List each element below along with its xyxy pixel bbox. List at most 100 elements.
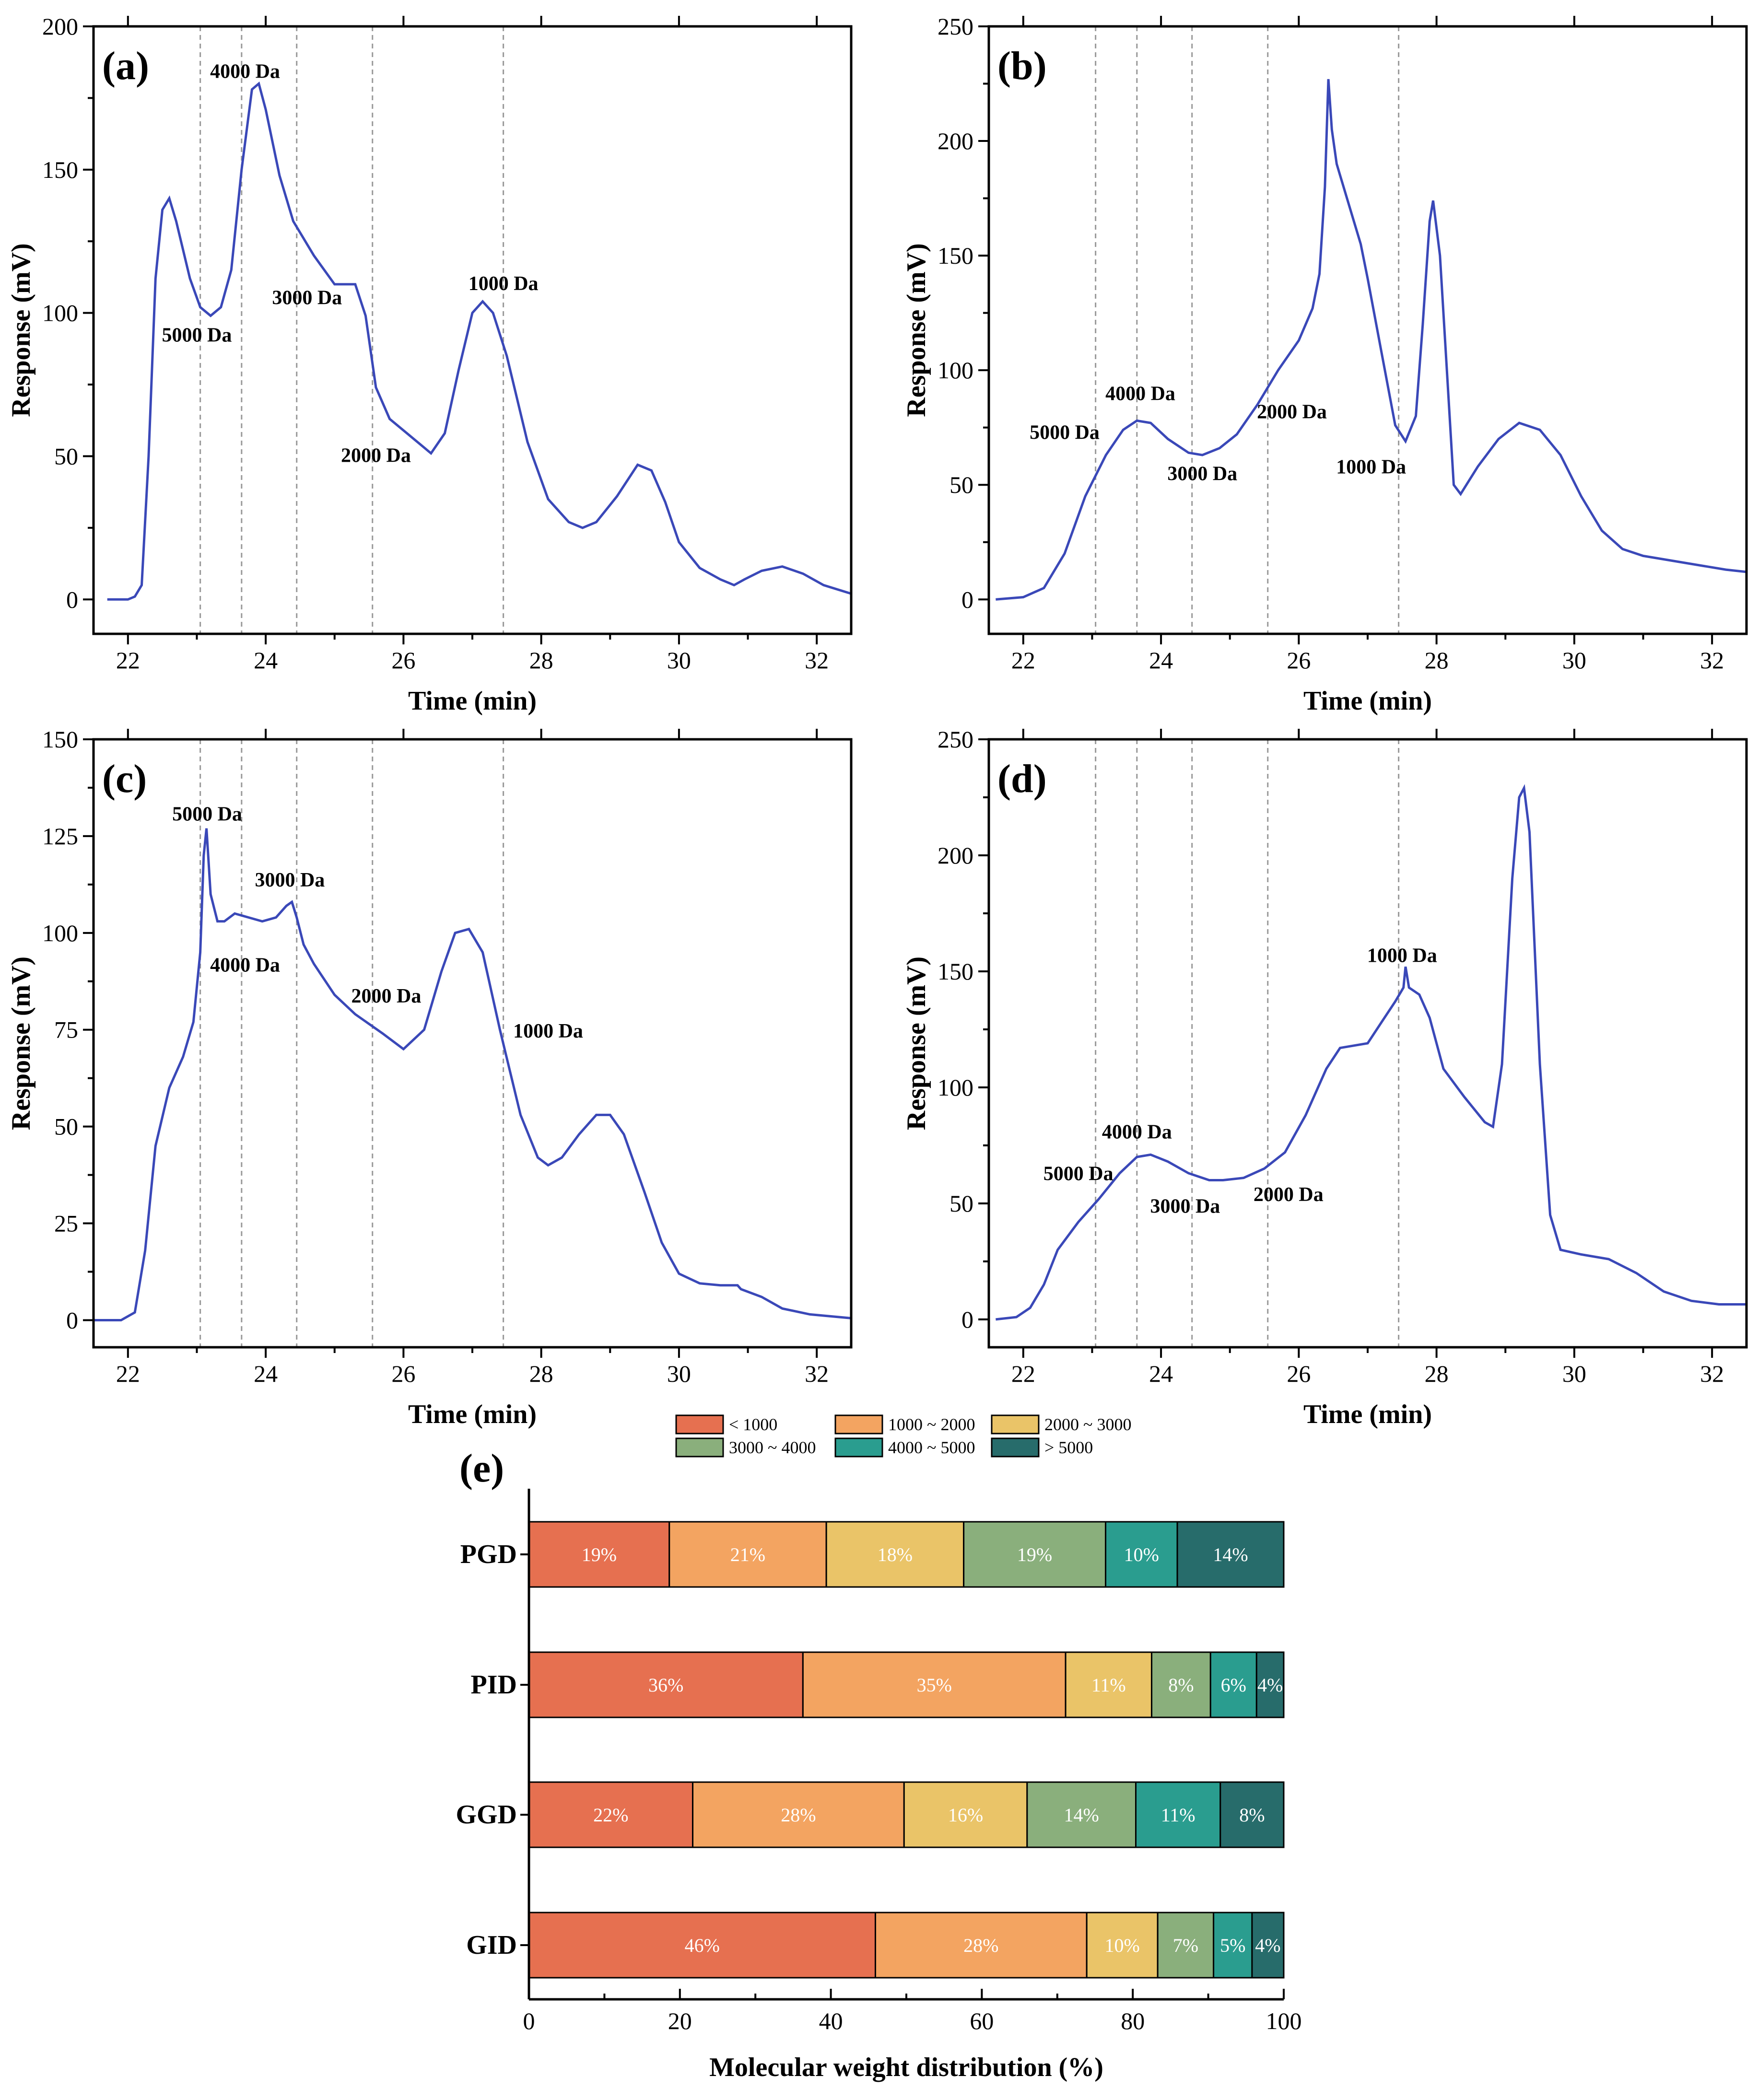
panel-label: (c) — [102, 757, 147, 801]
y-tick-label: 250 — [938, 13, 973, 40]
bar-segment — [692, 1781, 905, 1848]
chromatogram-line — [107, 82, 852, 601]
bar-segment — [528, 1781, 694, 1848]
bar-segment — [1251, 1912, 1285, 1979]
bar-value-label: 6% — [1221, 1674, 1246, 1696]
bar-value-label: 8% — [1168, 1674, 1194, 1696]
peak-annotation: 3000 Da — [1150, 1195, 1220, 1217]
y-tick-label: 200 — [42, 13, 78, 40]
bar-value-label: 28% — [781, 1804, 816, 1826]
bar-segment — [825, 1521, 965, 1588]
peak-annotation: 5000 Da — [1043, 1163, 1113, 1185]
bar-value-label: 14% — [1064, 1804, 1099, 1826]
bar-value-label: 5% — [1220, 1935, 1245, 1956]
bar-segment — [903, 1781, 1028, 1848]
y-tick-label: 0 — [961, 1306, 973, 1333]
legend-label: < 1000 — [729, 1415, 777, 1434]
y-tick-label: 150 — [938, 958, 973, 985]
y-tick-label: 0 — [961, 586, 973, 613]
x-tick-label: 26 — [391, 647, 415, 674]
x-tick-label: 32 — [1700, 1360, 1724, 1387]
bar-value-label: 36% — [648, 1674, 683, 1696]
y-tick-label: 200 — [938, 128, 973, 154]
x-axis-title: Molecular weight distribution (%) — [709, 2053, 1103, 2082]
y-tick-label: 50 — [54, 443, 78, 469]
x-tick-label: 60 — [970, 2007, 994, 2034]
x-tick-label: 26 — [1287, 1360, 1311, 1387]
x-tick-label: 30 — [1562, 1360, 1586, 1387]
y-axis-title: Response (mV) — [902, 243, 931, 417]
bar-value-label: 4% — [1257, 1674, 1283, 1696]
x-tick-label: 24 — [1149, 647, 1173, 674]
x-tick-label: 40 — [819, 2007, 843, 2034]
legend-label: 3000 ~ 4000 — [729, 1438, 816, 1457]
chromatogram-line — [996, 784, 1746, 1321]
bar-segment — [874, 1912, 1088, 1979]
x-tick-label: 20 — [668, 2007, 692, 2034]
x-tick-label: 24 — [254, 647, 278, 674]
x-tick-label: 30 — [667, 1360, 691, 1387]
y-axis-title: Response (mV) — [6, 957, 36, 1130]
legend-swatch — [834, 1437, 883, 1458]
bar-segment — [1213, 1912, 1253, 1979]
peak-annotation: 1000 Da — [513, 1020, 583, 1042]
category-label: PID — [471, 1670, 517, 1700]
bar-value-label: 18% — [878, 1544, 913, 1565]
peak-annotation: 4000 Da — [210, 955, 280, 977]
x-tick-label: 22 — [116, 1360, 140, 1387]
bar-value-label: 10% — [1105, 1935, 1140, 1956]
bar-value-label: 4% — [1255, 1935, 1280, 1956]
x-axis-title: Time (min) — [1303, 686, 1432, 716]
bar-value-label: 21% — [730, 1544, 765, 1565]
peak-annotation: 3000 Da — [255, 869, 325, 891]
panel-d-chromatogram: 22 24 26 28 30 32 0 50 100 150 200 250 Time (min) Res… — [902, 726, 1748, 1429]
x-tick-label: 32 — [1700, 647, 1724, 674]
bar-segment — [963, 1521, 1107, 1588]
x-tick-label: 22 — [1011, 647, 1035, 674]
chromatogram-line — [94, 828, 852, 1321]
peak-annotation: 5000 Da — [162, 324, 232, 346]
x-axis-title: Time (min) — [1303, 1400, 1432, 1429]
category-label: GGD — [456, 1800, 517, 1830]
y-tick-label: 100 — [42, 300, 78, 327]
panel-label: (d) — [997, 757, 1047, 801]
category-label: GID — [466, 1930, 517, 1960]
x-tick-label: 32 — [805, 647, 829, 674]
panel-e-stacked-bar-chart: (e) < 1000 1000 ~ 2000 2000 ~ 3000 3000 ~ 40… — [456, 1414, 1302, 2082]
x-tick-label: 22 — [1011, 1360, 1035, 1387]
peak-annotation: 4000 Da — [210, 61, 280, 83]
legend-swatch — [675, 1414, 724, 1435]
peak-annotation: 4000 Da — [1105, 383, 1175, 405]
y-tick-label: 250 — [938, 726, 973, 753]
legend-swatch — [991, 1437, 1040, 1458]
x-tick-label: 0 — [523, 2007, 535, 2034]
peak-annotation: 3000 Da — [1167, 463, 1237, 485]
bar-segment — [1209, 1651, 1257, 1718]
x-tick-label: 30 — [1562, 647, 1586, 674]
x-tick-label: 28 — [529, 1360, 553, 1387]
x-tick-label: 80 — [1121, 2007, 1145, 2034]
bar-segment — [1135, 1781, 1221, 1848]
legend-label: 2000 ~ 3000 — [1044, 1415, 1131, 1434]
bar-value-label: 22% — [593, 1804, 628, 1826]
x-tick-label: 26 — [1287, 647, 1311, 674]
bar-segment — [1026, 1781, 1137, 1848]
y-tick-label: 50 — [949, 1190, 973, 1217]
peak-annotation: 3000 Da — [272, 287, 342, 309]
y-tick-label: 150 — [42, 726, 78, 753]
bar-value-label: 19% — [582, 1544, 617, 1565]
panel-b-chromatogram: 22 24 26 28 30 32 0 50 100 150 200 250 Time (min) Res… — [902, 13, 1748, 716]
peak-annotation: 1000 Da — [469, 273, 539, 295]
y-axis-title: Response (mV) — [902, 957, 931, 1130]
peak-annotation: 1000 Da — [1336, 456, 1406, 478]
y-tick-label: 100 — [938, 1074, 973, 1101]
legend-label: 4000 ~ 5000 — [888, 1438, 975, 1457]
x-axis-title: Time (min) — [408, 686, 537, 716]
x-tick-label: 100 — [1266, 2007, 1302, 2034]
x-axis-title: Time (min) — [408, 1400, 537, 1429]
bar-segment — [1219, 1781, 1285, 1848]
bar-segment — [1086, 1912, 1159, 1979]
y-tick-label: 25 — [54, 1210, 78, 1237]
bar-value-label: 10% — [1124, 1544, 1159, 1565]
